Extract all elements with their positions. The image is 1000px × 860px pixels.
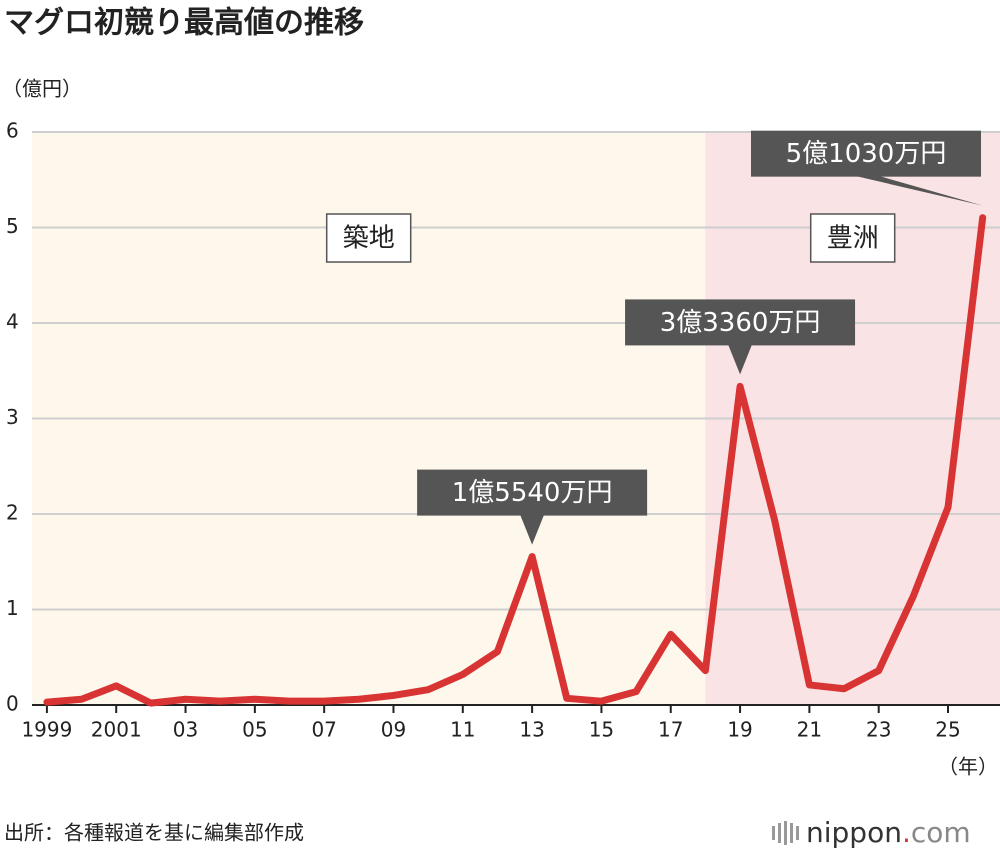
y-tick-label: 0 <box>6 692 19 716</box>
y-axis-label: （億円） <box>2 77 82 101</box>
y-tick-label: 4 <box>6 310 19 334</box>
callout-pointer <box>728 344 753 375</box>
region-label-box <box>325 213 412 263</box>
x-tick-label: 03 <box>173 718 198 742</box>
x-tick-label: 17 <box>658 718 683 742</box>
region-label: 豊洲 <box>827 224 879 254</box>
x-tick-label: 05 <box>242 718 267 742</box>
region-label: 築地 <box>343 224 395 254</box>
y-tick-label: 2 <box>6 501 19 525</box>
value-label: 5億1030万円 <box>786 139 947 169</box>
logo-text: com <box>911 816 971 849</box>
callout-pointer <box>854 175 983 206</box>
logo: nippon.com <box>806 816 971 849</box>
callout-box <box>625 299 856 346</box>
callout-box <box>751 130 981 177</box>
region-label-box <box>809 213 896 263</box>
chart-title: マグロ初競り最高値の推移 <box>4 6 364 41</box>
x-tick-label: 13 <box>519 718 544 742</box>
callout-pointer <box>520 514 545 545</box>
x-tick-label: 25 <box>935 718 960 742</box>
x-tick-label: 19 <box>727 718 752 742</box>
x-tick-label: 21 <box>797 718 822 742</box>
x-tick-label: 23 <box>866 718 891 742</box>
x-tick-label: 11 <box>450 718 475 742</box>
callout-box <box>417 469 648 516</box>
x-tick-label: 1999 <box>21 718 72 742</box>
y-tick-label: 6 <box>6 119 19 143</box>
logo-dot: . <box>902 816 911 849</box>
x-tick-label: 09 <box>381 718 406 742</box>
y-tick-label: 5 <box>6 214 19 238</box>
value-label: 1億5540万円 <box>452 478 613 508</box>
logo-icon <box>772 821 799 845</box>
value-label: 3億3360万円 <box>660 308 821 338</box>
x-axis-label: （年） <box>938 755 998 779</box>
logo-text: nippon <box>806 816 902 849</box>
x-tick-label: 07 <box>311 718 336 742</box>
y-tick-label: 1 <box>6 596 19 620</box>
y-tick-label: 3 <box>6 405 19 429</box>
x-tick-label: 15 <box>589 718 614 742</box>
source: 出所：各種報道を基に編集部作成 <box>4 821 304 845</box>
x-tick-label: 2001 <box>91 718 142 742</box>
line <box>43 214 987 707</box>
